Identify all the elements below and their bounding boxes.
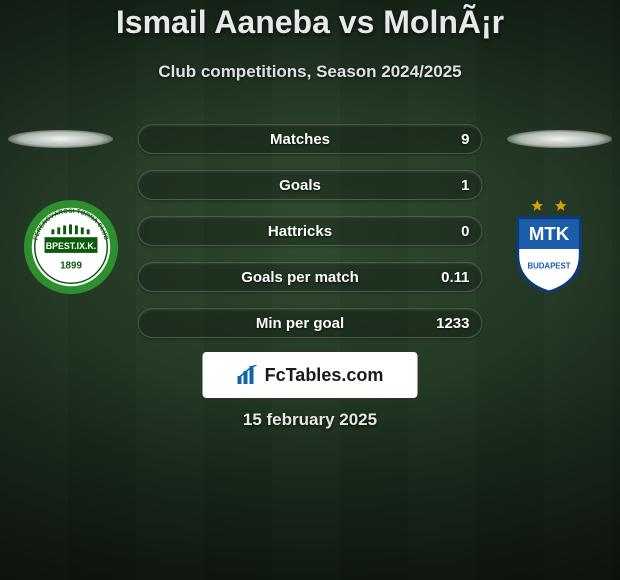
stat-value: 0.11 [441, 269, 469, 286]
stats-panel: Matches 9 Goals 1 Hattricks 0 Goals per … [138, 124, 483, 354]
watermark-badge: FcTables.com [203, 352, 418, 398]
stat-row: Goals per match 0.11 [138, 262, 483, 292]
svg-text:1899: 1899 [60, 261, 82, 272]
svg-text:MTK: MTK [529, 223, 570, 244]
stat-label: Hattricks [139, 223, 482, 240]
stat-label: Goals [139, 177, 482, 194]
footer-date: 15 february 2025 [0, 410, 620, 430]
right-spotlight [507, 130, 612, 148]
page-subtitle: Club competitions, Season 2024/2025 [0, 62, 620, 82]
stat-value: 1233 [436, 315, 469, 332]
ferencvaros-crest-icon: FERENCVÁROSI TORNA CLUB BPEST.IX.K. 1899 [22, 198, 120, 296]
bars-icon [237, 365, 259, 385]
stat-value: 9 [461, 131, 469, 148]
left-spotlight [8, 130, 113, 148]
stat-row: Matches 9 [138, 124, 483, 154]
stat-row: Goals 1 [138, 170, 483, 200]
stat-label: Goals per match [139, 269, 482, 286]
stat-value: 0 [461, 223, 469, 240]
club-crest-left: FERENCVÁROSI TORNA CLUB BPEST.IX.K. 1899 [22, 198, 120, 296]
stat-label: Min per goal [139, 315, 482, 332]
mtk-crest-icon: MTK BUDAPEST [500, 198, 598, 296]
svg-text:BUDAPEST: BUDAPEST [527, 262, 570, 271]
club-crest-right: MTK BUDAPEST [500, 198, 598, 296]
watermark-text: FcTables.com [265, 365, 384, 386]
stat-row: Hattricks 0 [138, 216, 483, 246]
svg-text:BPEST.IX.K.: BPEST.IX.K. [46, 241, 96, 251]
stat-label: Matches [139, 131, 482, 148]
stat-row: Min per goal 1233 [138, 308, 483, 338]
page-title: Ismail Aaneba vs MolnÃ¡r [0, 4, 620, 41]
stat-value: 1 [461, 177, 469, 194]
